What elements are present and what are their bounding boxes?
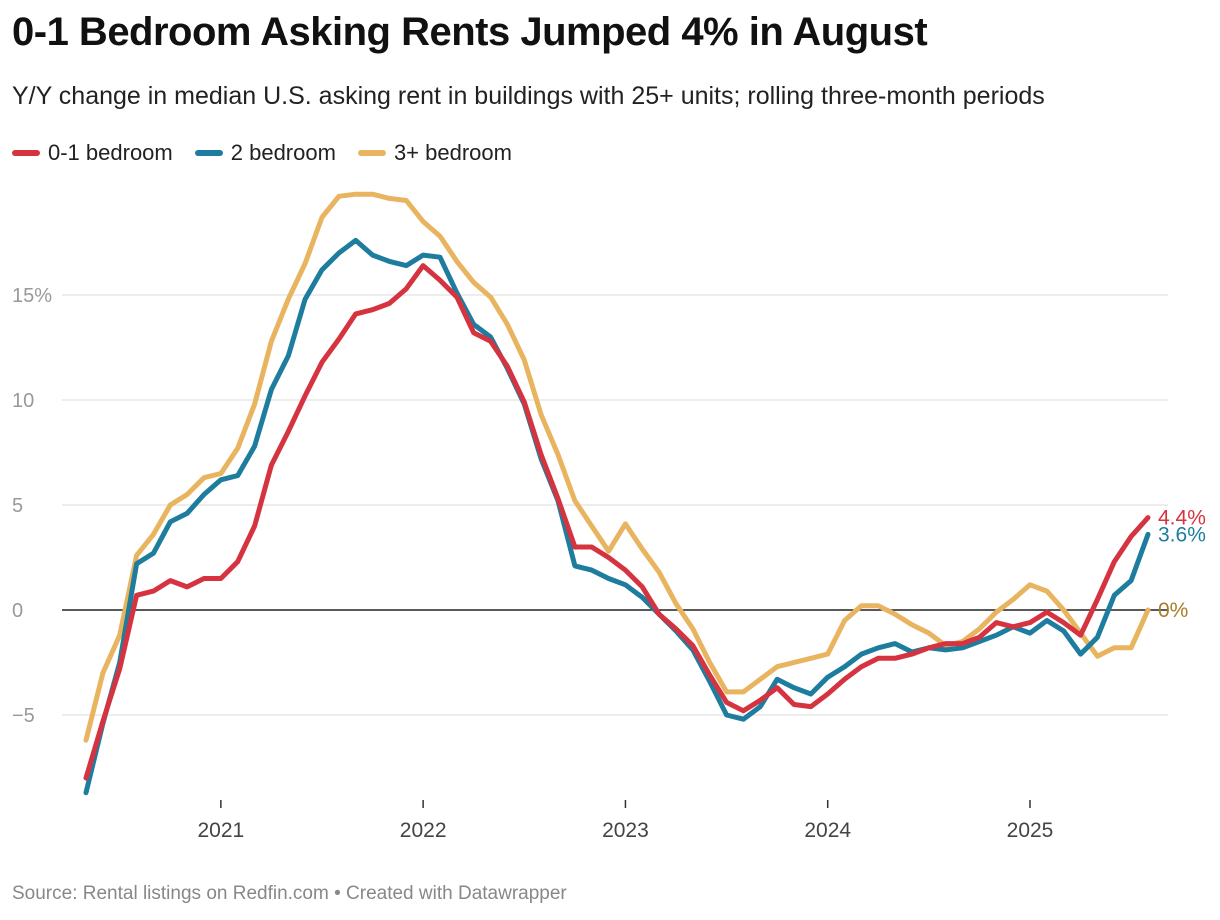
series-line-0-1-bedroom: [83, 263, 1151, 781]
line-chart: 15% 10 5 0 −5 2021 2022 2023 2024 2025 4.4%3.6% 0%: [12, 191, 1206, 842]
end-label-2-bedroom: 3.6%: [1158, 523, 1206, 546]
end-label-0-1-bedroom: 4.4%: [1158, 507, 1206, 530]
legend: 0-1 bedroom 2 bedroom 3+ bedroom: [12, 140, 534, 166]
source-note: Source: Rental listings on Redfin.com • …: [12, 883, 567, 904]
x-tick-label: 2021: [197, 819, 244, 842]
x-tick-label: 2025: [1007, 819, 1054, 842]
legend-label-2-bedroom: 2 bedroom: [230, 140, 336, 165]
legend-item-0-1-bedroom: 0-1 bedroom: [12, 140, 173, 166]
legend-item-2-bedroom: 2 bedroom: [194, 140, 336, 166]
y-tick-label: 15%: [12, 285, 52, 307]
series-line-3-plus-bedroom: [83, 191, 1151, 743]
x-tick-label: 2023: [602, 819, 649, 842]
chart-subtitle: Y/Y change in median U.S. asking rent in…: [12, 82, 1045, 110]
y-tick-label: 0: [12, 600, 23, 622]
y-tick-label: −5: [12, 705, 35, 727]
x-tick-label: 2024: [804, 819, 851, 842]
legend-swatch-3-plus-bedroom: [357, 150, 386, 156]
y-tick-label: 5: [12, 495, 23, 517]
legend-label-3-plus-bedroom: 3+ bedroom: [393, 140, 512, 165]
legend-swatch-2-bedroom: [194, 150, 223, 156]
chart-title: 0-1 Bedroom Asking Rents Jumped 4% in Au…: [12, 10, 928, 54]
legend-label-0-1-bedroom: 0-1 bedroom: [48, 140, 173, 165]
legend-item-3-plus-bedroom: 3+ bedroom: [357, 140, 512, 166]
end-label-3-plus-bedroom: 0%: [1158, 599, 1188, 622]
legend-swatch-0-1-bedroom: [12, 150, 40, 156]
x-tick-label: 2022: [400, 819, 447, 842]
y-tick-label: 10: [12, 390, 34, 412]
series-line-2-bedroom: [83, 237, 1151, 796]
